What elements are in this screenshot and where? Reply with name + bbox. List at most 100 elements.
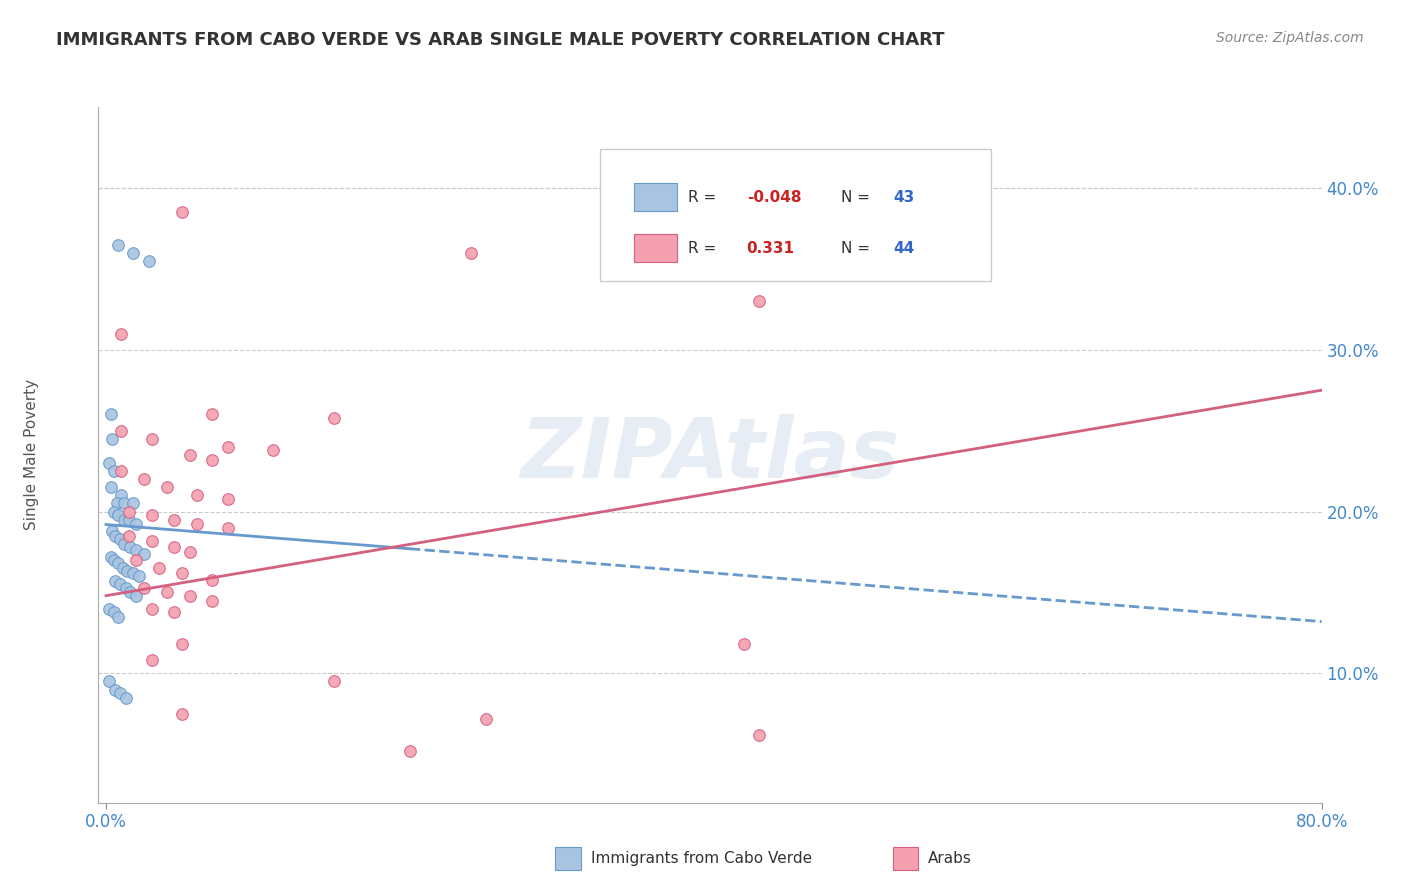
Point <box>108 532 131 546</box>
Point <box>104 682 127 697</box>
Text: Immigrants from Cabo Verde: Immigrants from Cabo Verde <box>591 851 811 866</box>
Point <box>179 448 201 462</box>
Point <box>103 464 125 478</box>
Point <box>138 253 160 268</box>
Point <box>104 529 127 543</box>
Point <box>108 577 131 591</box>
Point <box>107 237 129 252</box>
Point <box>100 408 122 422</box>
Point <box>120 540 142 554</box>
Point <box>141 432 163 446</box>
Point <box>141 533 163 548</box>
Text: ZIPAtlas: ZIPAtlas <box>520 415 900 495</box>
Point <box>98 601 121 615</box>
Point <box>105 496 128 510</box>
Point <box>122 566 145 580</box>
Point <box>125 589 148 603</box>
Point <box>107 508 129 522</box>
Point <box>128 569 150 583</box>
Point <box>118 504 141 518</box>
Point <box>733 637 755 651</box>
Point <box>117 565 139 579</box>
Point <box>323 410 346 425</box>
Point <box>141 653 163 667</box>
Point <box>748 728 770 742</box>
Text: -0.048: -0.048 <box>747 190 801 204</box>
Point <box>179 589 201 603</box>
Point <box>163 540 186 554</box>
Point <box>163 605 186 619</box>
Point <box>101 432 124 446</box>
Point <box>148 561 170 575</box>
Text: IMMIGRANTS FROM CABO VERDE VS ARAB SINGLE MALE POVERTY CORRELATION CHART: IMMIGRANTS FROM CABO VERDE VS ARAB SINGL… <box>56 31 945 49</box>
Point <box>170 205 193 219</box>
Point <box>170 637 193 651</box>
Point <box>186 488 208 502</box>
Point <box>110 464 132 478</box>
Point <box>103 553 125 567</box>
Point <box>399 744 422 758</box>
Point <box>163 513 186 527</box>
FancyBboxPatch shape <box>634 183 678 211</box>
Point <box>201 452 224 467</box>
Point <box>103 504 125 518</box>
Point <box>114 581 136 595</box>
Point <box>132 547 155 561</box>
Point <box>107 557 129 571</box>
Text: N =: N = <box>841 241 875 255</box>
Point <box>141 508 163 522</box>
Text: 0.331: 0.331 <box>747 241 794 255</box>
Point <box>122 496 145 510</box>
Point <box>217 440 239 454</box>
Point <box>217 521 239 535</box>
Point <box>201 593 224 607</box>
Point <box>170 566 193 580</box>
Point <box>107 609 129 624</box>
Point <box>125 553 148 567</box>
Point <box>111 561 134 575</box>
Point <box>104 574 127 588</box>
Point <box>156 585 179 599</box>
Point <box>98 456 121 470</box>
Point <box>122 245 145 260</box>
Point <box>141 601 163 615</box>
Text: 43: 43 <box>894 190 915 204</box>
Point <box>217 491 239 506</box>
Point <box>118 529 141 543</box>
Point <box>103 605 125 619</box>
Point <box>748 294 770 309</box>
Point <box>125 517 148 532</box>
Text: Arabs: Arabs <box>928 851 972 866</box>
Point <box>170 706 193 721</box>
Point <box>108 686 131 700</box>
Point <box>262 443 284 458</box>
Point <box>125 543 148 558</box>
Point <box>120 585 142 599</box>
Text: N =: N = <box>841 190 875 204</box>
Point <box>201 408 224 422</box>
Point <box>179 545 201 559</box>
Point <box>112 513 135 527</box>
Point <box>100 549 122 564</box>
Point <box>110 488 132 502</box>
FancyBboxPatch shape <box>634 234 678 262</box>
Text: 44: 44 <box>894 241 915 255</box>
FancyBboxPatch shape <box>600 149 991 281</box>
Point <box>201 573 224 587</box>
Point <box>475 712 498 726</box>
Point <box>156 480 179 494</box>
Point <box>112 537 135 551</box>
Point <box>114 690 136 705</box>
Point <box>460 245 482 260</box>
Point <box>323 674 346 689</box>
Point <box>186 517 208 532</box>
Point <box>118 513 141 527</box>
Text: Source: ZipAtlas.com: Source: ZipAtlas.com <box>1216 31 1364 45</box>
Point <box>98 674 121 689</box>
Text: R =: R = <box>688 190 721 204</box>
Point <box>132 581 155 595</box>
Text: Single Male Poverty: Single Male Poverty <box>24 379 38 531</box>
Point <box>112 496 135 510</box>
Point <box>101 524 124 538</box>
Point <box>110 326 132 341</box>
